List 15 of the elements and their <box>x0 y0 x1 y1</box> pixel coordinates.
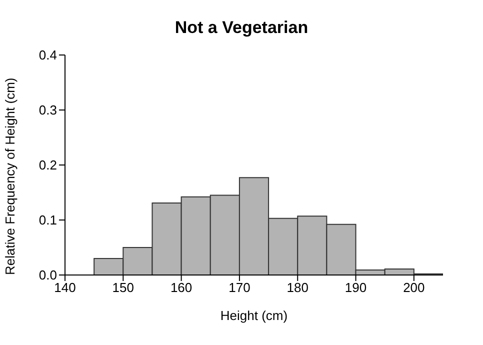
x-tick-label: 160 <box>170 280 192 296</box>
x-tick-label: 200 <box>403 280 425 296</box>
x-tick-label: 140 <box>54 280 76 296</box>
x-axis-title: Height (cm) <box>220 308 288 323</box>
x-tick-label: 170 <box>228 280 250 296</box>
chart-title: Not a Vegetarian <box>174 18 310 38</box>
y-tick-label: 0.4 <box>38 48 57 63</box>
y-tick-label: 0.0 <box>38 268 57 283</box>
y-axis-title: Relative Frequency of Height (cm) <box>2 78 18 275</box>
y-tick-label: 0.2 <box>38 158 57 173</box>
x-tick-label: 150 <box>112 280 134 296</box>
x-tick-label: 180 <box>286 280 308 296</box>
y-tick-label: 0.1 <box>38 212 57 228</box>
x-tick-label: 190 <box>344 280 367 296</box>
y-tick-label: 0.3 <box>38 102 57 118</box>
